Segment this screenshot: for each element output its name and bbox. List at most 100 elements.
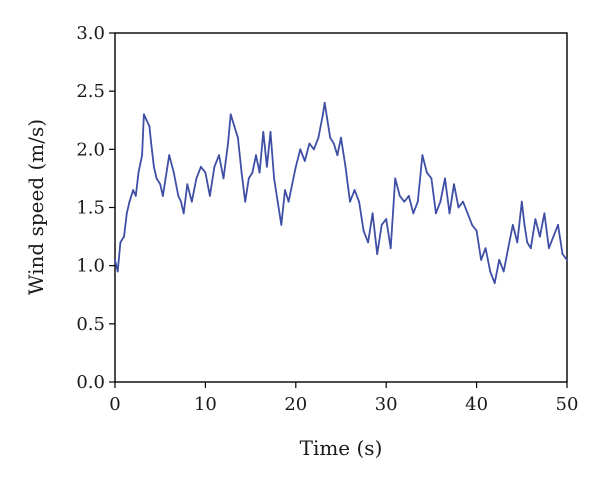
y-axis-title: Wind speed (m/s) — [24, 119, 48, 295]
data-point — [229, 113, 232, 116]
data-point — [132, 189, 134, 191]
data-point — [182, 212, 185, 215]
data-point — [317, 136, 320, 139]
y-tick-label: 1.5 — [76, 198, 105, 219]
data-point — [511, 224, 514, 226]
data-point — [213, 165, 216, 168]
data-point — [529, 247, 532, 250]
data-point — [299, 148, 302, 151]
data-point — [371, 212, 374, 215]
data-point — [244, 200, 247, 203]
data-point — [394, 177, 397, 180]
data-point — [280, 224, 283, 226]
x-tick-label: 40 — [465, 394, 488, 415]
data-point — [502, 270, 505, 273]
data-point — [143, 113, 145, 116]
data-point — [430, 177, 433, 180]
data-point — [199, 165, 202, 168]
data-point — [119, 241, 122, 244]
data-point — [489, 270, 492, 273]
data-point — [367, 241, 370, 244]
y-tick-label: 2.0 — [76, 139, 105, 160]
data-point — [376, 253, 379, 255]
data-point — [137, 171, 140, 174]
data-point — [128, 200, 131, 203]
data-point — [349, 200, 351, 203]
data-point — [329, 136, 332, 139]
data-point — [240, 171, 243, 174]
y-tick-label: 2.5 — [76, 81, 105, 102]
data-point — [303, 160, 306, 162]
data-point — [258, 171, 261, 174]
data-point — [218, 154, 220, 157]
data-point — [493, 282, 496, 285]
data-point — [358, 200, 360, 203]
data-point — [439, 200, 442, 203]
data-point — [425, 171, 428, 174]
data-point — [453, 183, 455, 186]
y-tick-label: 1.0 — [76, 256, 105, 277]
data-point — [362, 229, 365, 232]
data-point — [543, 212, 546, 215]
data-point — [150, 142, 153, 145]
x-axis-ticks: 0 10 20 30 40 50 — [109, 382, 578, 415]
data-point — [222, 177, 225, 180]
data-point — [557, 224, 559, 226]
data-point — [462, 200, 464, 203]
data-point — [134, 194, 137, 197]
data-point — [448, 212, 451, 215]
data-point — [204, 171, 207, 174]
y-tick-label: 0.0 — [76, 372, 105, 393]
x-axis-title: Time (s) — [300, 436, 383, 460]
data-point — [498, 258, 501, 261]
data-point — [507, 247, 510, 250]
data-point — [269, 130, 272, 133]
data-point — [164, 177, 167, 180]
x-tick-label: 0 — [109, 394, 120, 415]
data-point — [177, 194, 180, 197]
y-tick-label: 3.0 — [76, 23, 105, 44]
data-point — [326, 119, 329, 122]
data-point — [444, 177, 446, 180]
data-point — [155, 177, 158, 180]
data-point — [251, 171, 254, 174]
data-point — [172, 171, 175, 174]
data-point — [389, 247, 392, 250]
data-point — [516, 241, 519, 244]
data-point — [471, 224, 473, 226]
data-point — [552, 235, 555, 238]
data-point — [168, 154, 171, 157]
data-point — [308, 142, 311, 145]
data-point — [255, 154, 257, 157]
data-point — [265, 165, 268, 168]
data-point — [534, 218, 537, 221]
data-point — [538, 235, 541, 238]
data-point — [353, 189, 356, 191]
data-point — [227, 142, 229, 145]
data-point — [287, 200, 290, 203]
data-point — [398, 194, 401, 197]
data-point — [148, 125, 151, 127]
data-point — [123, 235, 125, 238]
data-point — [332, 142, 335, 145]
data-point — [480, 258, 483, 261]
data-point — [412, 212, 415, 215]
x-tick-label: 30 — [375, 394, 398, 415]
x-tick-label: 10 — [194, 394, 217, 415]
y-tick-label: 0.5 — [76, 314, 105, 335]
data-point — [291, 183, 294, 186]
data-point — [435, 212, 437, 215]
data-point — [116, 270, 119, 273]
data-point — [421, 154, 424, 157]
data-point — [407, 194, 410, 197]
data-point — [457, 206, 460, 209]
data-point — [475, 229, 478, 232]
data-point — [323, 101, 326, 104]
data-point — [523, 224, 526, 226]
data-point — [520, 200, 523, 203]
data-point — [159, 183, 162, 186]
data-point — [190, 200, 193, 203]
data-point — [380, 224, 383, 226]
data-point — [162, 194, 164, 197]
data-point — [416, 200, 419, 203]
